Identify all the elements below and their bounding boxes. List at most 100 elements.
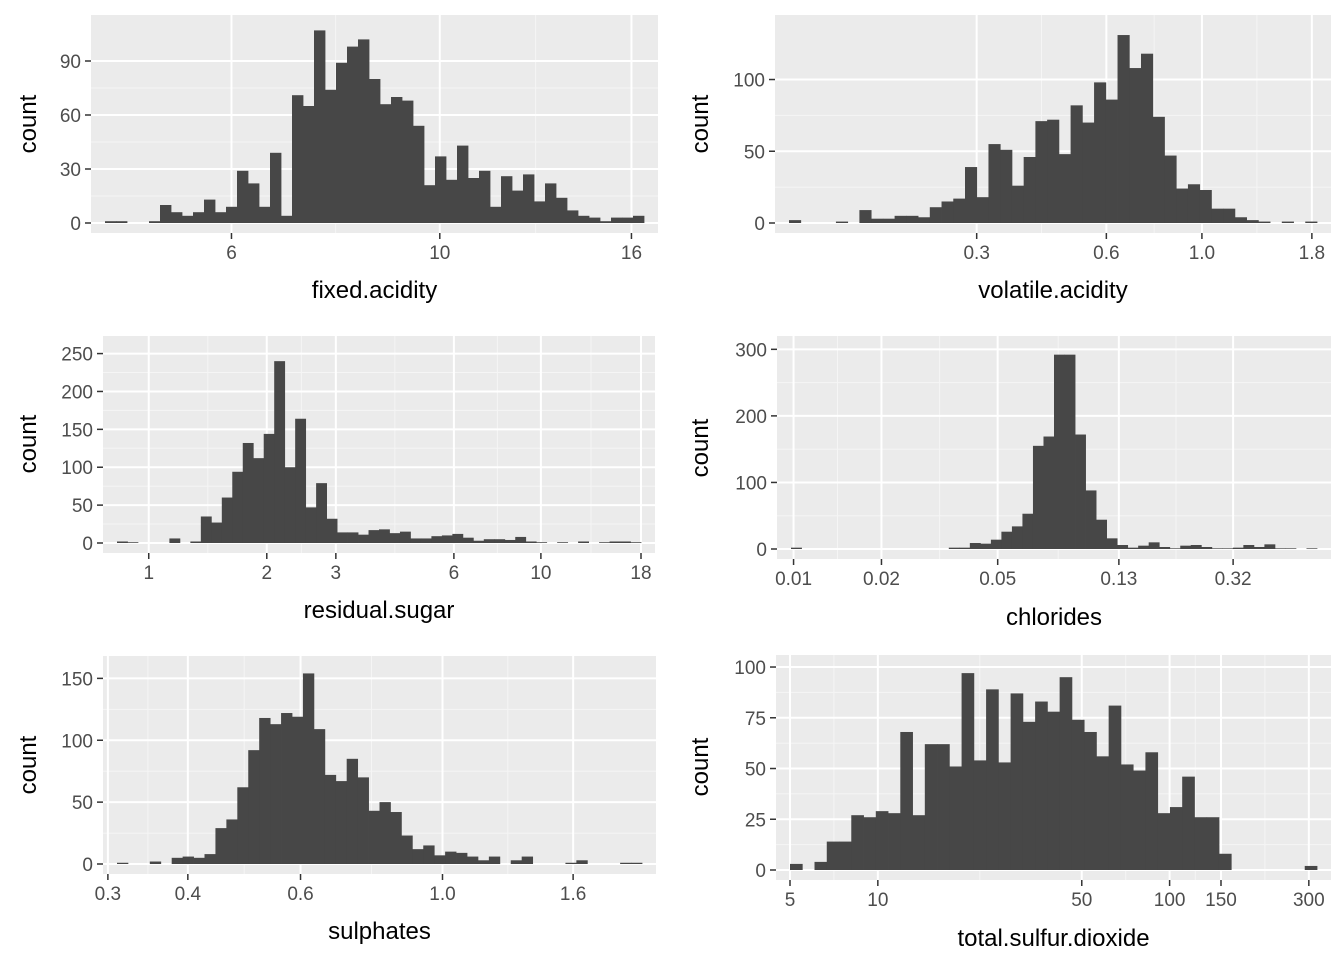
y-tick-label: 0 (82, 534, 93, 555)
histogram-bar (263, 433, 275, 543)
x-tick-label: 50 (1071, 890, 1092, 911)
y-axis-title: count (15, 94, 42, 153)
histogram-bar (576, 860, 588, 864)
x-tick-label: 300 (1293, 890, 1325, 911)
y-tick-label: 0 (756, 540, 767, 561)
histogram-bar (302, 673, 315, 864)
histogram-bar (193, 857, 205, 864)
histogram-bar (457, 145, 469, 223)
histogram-bar (1157, 813, 1171, 870)
x-tick-label: 0.05 (979, 569, 1016, 590)
histogram-bar (1176, 188, 1189, 223)
histogram-bar (127, 542, 139, 543)
histogram-bar (259, 717, 271, 864)
histogram-bar (441, 535, 453, 543)
y-tick-label: 250 (61, 345, 93, 366)
histogram-bar (1032, 445, 1044, 549)
histogram-bar (961, 673, 975, 870)
histogram-bar (912, 815, 926, 870)
y-tick-label: 50 (744, 142, 765, 163)
histogram-bar (1243, 545, 1255, 549)
histogram-bar (391, 97, 403, 223)
histogram-bar (401, 835, 413, 864)
y-tick-label: 300 (735, 340, 767, 361)
x-tick-label: 16 (621, 243, 642, 264)
y-tick-label: 0 (70, 214, 81, 235)
histogram-bar (1054, 354, 1065, 549)
y-tick-label: 0 (82, 855, 93, 876)
histogram-bar (515, 536, 527, 543)
histogram-bar (953, 198, 966, 223)
histogram-bar (105, 221, 117, 223)
histogram-bar (1206, 817, 1220, 870)
histogram-bar (851, 815, 864, 870)
histogram-bar (521, 856, 534, 864)
histogram-bar (1253, 547, 1265, 549)
histogram-bar (839, 841, 852, 870)
histogram-bar (292, 95, 304, 223)
histogram-bar (609, 541, 621, 543)
histogram-bar (379, 529, 390, 543)
histogram-bar (200, 516, 212, 543)
histogram-bar (1011, 185, 1025, 223)
histogram-bar (599, 542, 610, 543)
histogram-bar (1222, 548, 1234, 549)
histogram-bar (281, 713, 293, 864)
histogram-bar (1194, 817, 1208, 870)
x-axis-title: residual.sugar (304, 597, 455, 624)
histogram-bar (1246, 220, 1259, 223)
histogram-bar (888, 813, 901, 870)
histogram-bar (292, 716, 304, 864)
histogram-bar (1305, 221, 1318, 223)
histogram-bar (1190, 545, 1202, 549)
histogram-bar (1075, 434, 1086, 549)
histogram-bar (534, 201, 546, 223)
histogram-bar (232, 471, 244, 543)
histogram-bar (117, 541, 128, 543)
histogram-bar (1199, 190, 1212, 223)
histogram-bar (501, 176, 513, 223)
histogram-bar (557, 542, 569, 543)
histogram-bar (814, 861, 828, 870)
histogram-bar (479, 170, 491, 223)
histogram-bar (504, 539, 516, 543)
histogram-bar (295, 418, 307, 543)
histogram-bar (578, 541, 589, 543)
histogram-panel-fixed.acidity: 6 10 16 0 30 60 90 fixed.acidity count (15, 15, 658, 304)
x-axis-title: volatile.acidity (978, 277, 1127, 304)
y-axis-title: count (687, 94, 714, 153)
histogram-bar (456, 852, 468, 864)
y-axis-title: count (687, 737, 714, 796)
histogram-bar (434, 855, 446, 864)
histogram-bar (510, 860, 523, 864)
x-tick-label: 1 (143, 563, 154, 584)
y-tick-label: 200 (735, 407, 767, 428)
x-tick-label: 6 (449, 563, 460, 584)
histogram-bar (918, 217, 931, 223)
y-tick-label: 150 (61, 669, 93, 690)
histogram-bar (237, 787, 249, 864)
histogram-bar (826, 841, 840, 870)
histogram-bar (1094, 82, 1107, 224)
histogram-bar (314, 30, 326, 224)
histogram-bar (237, 170, 249, 223)
x-axis-title: sulphates (328, 918, 431, 945)
histogram-bar (1117, 35, 1130, 223)
histogram-bar (390, 812, 402, 864)
histogram-bar (1117, 545, 1129, 549)
y-tick-label: 100 (735, 473, 767, 494)
histogram-bar (1169, 548, 1181, 549)
histogram-bar (835, 221, 849, 223)
histogram-bar (284, 467, 296, 543)
histogram-bar (1035, 701, 1048, 870)
histogram-bar (556, 197, 568, 223)
histogram-bar (973, 760, 987, 870)
histogram-bar (1304, 865, 1318, 870)
histogram-bar (1306, 548, 1318, 549)
x-axis-title: chlorides (1006, 604, 1102, 631)
histogram-bar (1022, 721, 1036, 870)
histogram-bar (335, 781, 348, 864)
histogram-bar (1133, 770, 1146, 870)
histogram-bar (452, 533, 464, 543)
